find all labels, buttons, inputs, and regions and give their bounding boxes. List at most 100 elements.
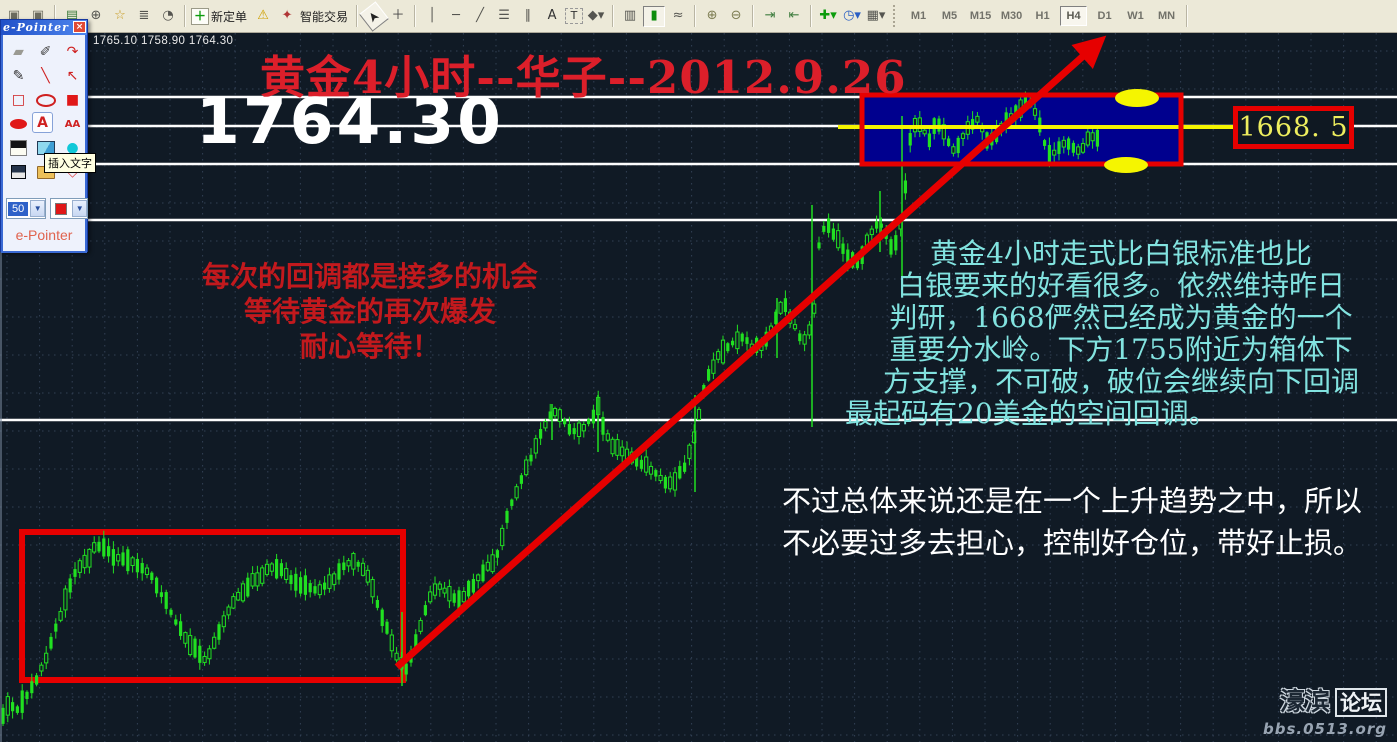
price-quote: 1765.10 1758.90 1764.30	[93, 35, 234, 47]
e-pointer-footer-label: e-Pointer	[15, 227, 73, 243]
timeframe-m1-button[interactable]: M1	[910, 10, 927, 22]
big-price-annotation[interactable]: 1764.30	[196, 85, 504, 158]
red-note-annotation[interactable]: 每次的回调都是接多的机会 等待黄金的再次爆发 耐心等待！	[140, 259, 600, 364]
toolbar-separator	[54, 5, 56, 27]
cyan-note-line: 最起码有20美金的空间回调。	[845, 397, 1217, 430]
text-a-tool[interactable]: A	[32, 112, 53, 133]
shapes-dropdown-icon[interactable]: ◆▾	[587, 8, 605, 23]
fibonacci-icon[interactable]: ☰	[498, 8, 510, 23]
smart-trade-button[interactable]: 智能交易	[300, 9, 349, 24]
timeframe-d1-button[interactable]: D1	[1097, 10, 1112, 22]
eraser-tool-icon[interactable]: ▰	[13, 44, 24, 60]
crosshair-target-icon[interactable]: ⊕	[90, 8, 102, 23]
cursor-arrow-icon[interactable]: ➤	[358, 0, 390, 32]
pencil-tool-icon[interactable]: ✐	[39, 44, 52, 60]
close-icon[interactable]: ×	[73, 21, 86, 33]
top-toolbar: ▣ ▣ ▤ ⊕ ☆ ≣ ◔ ＋新定单 ⚠ ✦ 智能交易 ➤ ＋ │ ─ ╱ ☰ ∥ A T ◆▾ ▥ ▮ ≈ ⊕ ⊖ ⇥ ⇤ ✚▾ ◷▾ ▦…	[0, 0, 1397, 33]
trendline-icon[interactable]: ╱	[476, 8, 484, 23]
text-icon[interactable]: A	[547, 8, 557, 23]
e-pointer-titlebar[interactable]: e-Pointer ×	[1, 20, 87, 35]
arrow-tool-icon[interactable]: ↖	[66, 68, 79, 84]
white-note-annotation[interactable]: 不过总体来说还是在一个上升趋势之中，所以 不必要过多去担心，控制好仓位，带好止损。	[748, 480, 1396, 564]
toolbar-separator	[752, 5, 755, 27]
crosshair-icon[interactable]: ＋	[391, 8, 405, 23]
timeframe-w1-button[interactable]: W1	[1127, 10, 1144, 22]
bottom-range-box[interactable]	[19, 529, 406, 683]
level-1668-box[interactable]: 1668. 5	[1233, 106, 1354, 149]
toolbar-grip	[893, 5, 898, 27]
candlestick-chart-icon[interactable]: ▮	[643, 5, 666, 27]
expert-advisor-icon[interactable]: ✦	[281, 8, 293, 23]
bar-chart-icon[interactable]: ▥	[623, 8, 637, 23]
highlight-ellipses[interactable]	[1104, 89, 1159, 173]
level-1668-label: 1668. 5	[1238, 112, 1349, 143]
trend-arrow[interactable]	[394, 35, 1107, 670]
timeframe-m15-button[interactable]: M15	[969, 10, 992, 22]
line-tool-icon[interactable]: ╲	[41, 68, 50, 84]
line-chart-icon[interactable]: ≈	[672, 8, 684, 23]
chart-area: 1765.10 1758.90 1764.30 黄金4小时--华子--2012.…	[0, 33, 1397, 742]
toolbar-separator	[356, 5, 359, 27]
candlestick-chart	[0, 33, 1397, 742]
favorites-icon[interactable]: ☆	[114, 8, 126, 23]
zoom-out-icon[interactable]: ⊖	[730, 8, 742, 23]
forum-url: bbs.0513.org	[1263, 720, 1387, 738]
chart-shift-icon[interactable]: ⇥	[764, 8, 776, 23]
redo-arrow-tool-icon[interactable]: ↷	[66, 44, 79, 60]
terminal-icon[interactable]: ≣	[138, 8, 150, 23]
red-note-line: 每次的回调都是接多的机会	[201, 260, 538, 293]
save-tool[interactable]	[5, 160, 32, 184]
window-left-border	[0, 33, 2, 742]
color-swatch-bw[interactable]	[5, 136, 32, 160]
pen-size-dropdown[interactable]: 50 ▼	[6, 198, 47, 219]
indicators-icon[interactable]: ✚▾	[819, 8, 837, 23]
filled-ellipse-tool[interactable]	[5, 112, 32, 136]
new-order-icon[interactable]: ＋	[191, 7, 209, 25]
ellipse-tool[interactable]	[32, 88, 59, 112]
white-note-line: 不必要过多去担心，控制好仓位，带好止损。	[781, 526, 1362, 560]
horizontal-line-icon[interactable]: ─	[452, 8, 460, 23]
filled-rect-tool-icon[interactable]: ■	[65, 92, 80, 108]
zoom-in-icon[interactable]: ⊕	[706, 8, 718, 23]
cyan-note-line: 判研，1668俨然已经成为黄金的一个	[889, 301, 1353, 334]
chart-title-annotation[interactable]: 黄金4小时--华子--2012.9.26	[260, 51, 907, 104]
text-aa-tool-icon[interactable]: AA	[64, 118, 81, 130]
toolbar-separator	[184, 5, 186, 27]
channel-icon[interactable]: ∥	[524, 8, 532, 23]
auto-scroll-icon[interactable]: ⇤	[788, 8, 800, 23]
strategy-tester-icon[interactable]: ◔	[162, 8, 174, 23]
warning-icon[interactable]: ⚠	[257, 8, 269, 23]
e-pointer-toolgrid: ▰✐↷✎╲↖□■AAA●◇	[5, 40, 83, 184]
cyan-note-annotation[interactable]: 黄金4小时走式比白银标准也比 白银要来的好看很多。依然维持昨日 判研，1668俨然已…	[845, 238, 1397, 430]
e-pointer-body: ▰✐↷✎╲↖□■AAA●◇ 插入文字 50 ▼ ▼ e-Pointer	[1, 35, 96, 253]
templates-icon[interactable]: ▦▾	[866, 8, 886, 23]
white-note-line: 不过总体来说还是在一个上升趋势之中，所以	[781, 484, 1362, 518]
e-pointer-title: e-Pointer	[3, 21, 69, 34]
cyan-dot-tool-icon[interactable]: ●	[66, 140, 79, 156]
top-range-box[interactable]	[859, 92, 1184, 167]
e-pointer-panel: e-Pointer × ▰✐↷✎╲↖□■AAA●◇ 插入文字 50 ▼ ▼ e-…	[0, 19, 96, 253]
marker-pen-tool-icon[interactable]: ✎	[12, 68, 25, 84]
toolbar-separator	[810, 5, 813, 27]
timeframe-m30-button[interactable]: M30	[1000, 10, 1023, 22]
timeframe-mn-button[interactable]: MN	[1157, 10, 1176, 22]
timeframe-m5-button[interactable]: M5	[941, 10, 958, 22]
chevron-down-icon[interactable]: ▼	[72, 200, 88, 217]
pen-color-dropdown[interactable]: ▼	[50, 198, 89, 219]
periods-icon[interactable]: ◷▾	[843, 8, 861, 23]
rectangle-tool-icon[interactable]: □	[11, 92, 26, 108]
new-order-button[interactable]: 新定单	[211, 9, 248, 24]
timeframe-h4-button[interactable]: H4	[1060, 6, 1088, 26]
cyan-note-line: 白银要来的好看很多。依然维持昨日	[896, 269, 1345, 302]
forum-name-outline: 濠滨	[1279, 687, 1330, 716]
timeframe-h1-button[interactable]: H1	[1035, 10, 1050, 22]
e-pointer-options: 50 ▼ ▼	[6, 198, 89, 219]
red-note-line: 耐心等待！	[299, 330, 440, 363]
forum-name: 濠滨 论坛	[1263, 682, 1387, 718]
chevron-down-icon[interactable]: ▼	[30, 200, 46, 217]
text-label-icon[interactable]: T	[565, 8, 584, 24]
cyan-note-line: 黄金4小时走式比白银标准也比	[930, 237, 1312, 270]
forum-name-boxed: 论坛	[1335, 688, 1387, 717]
vertical-line-icon[interactable]: │	[428, 8, 436, 23]
pen-size-value: 50	[8, 201, 29, 216]
